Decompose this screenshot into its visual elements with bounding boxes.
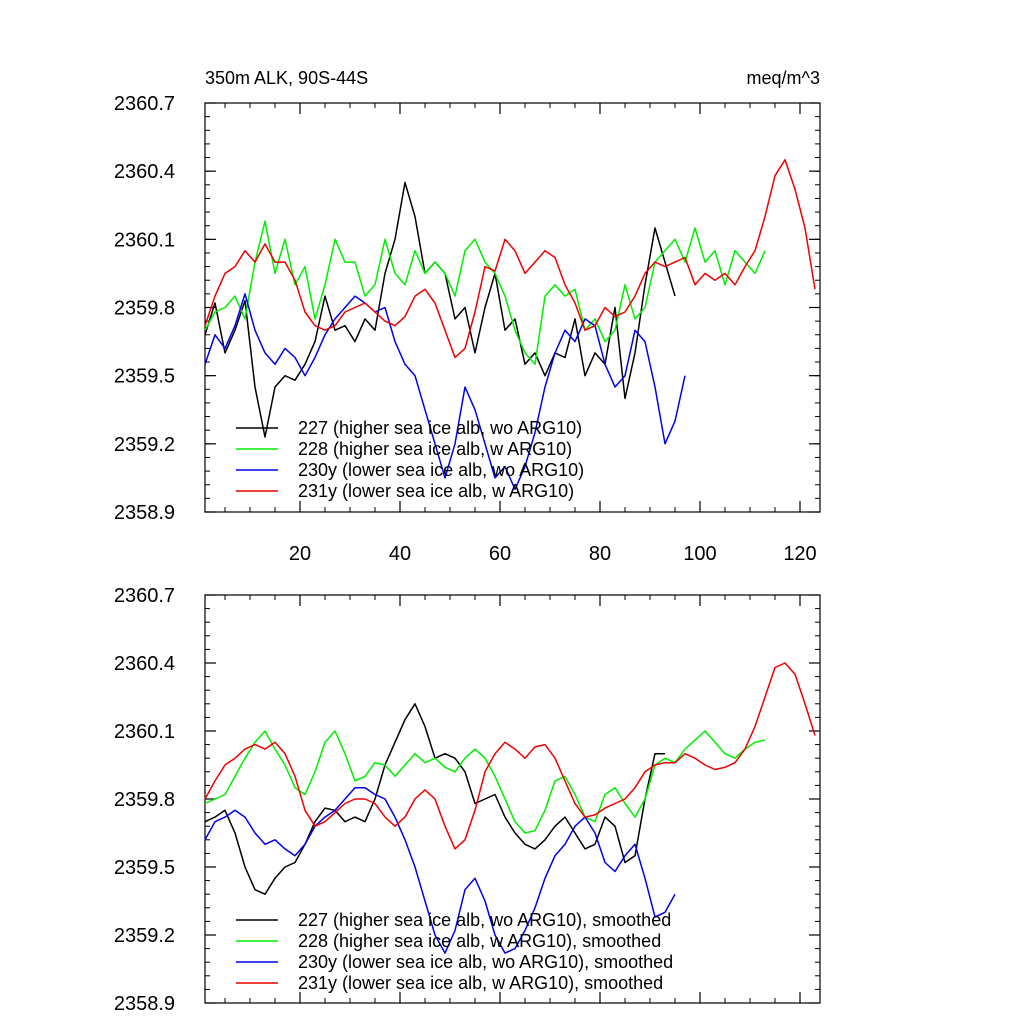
y-tick-label: 2360.1 xyxy=(114,721,175,743)
x-tick-label: 80 xyxy=(589,543,611,565)
y-tick-label: 2360.7 xyxy=(114,93,175,115)
y-tick-label: 2359.2 xyxy=(114,434,175,456)
legend-label: 228 (higher sea ice alb, w ARG10) xyxy=(298,439,572,459)
legend-label: 231y (lower sea ice alb, w ARG10), smoot… xyxy=(298,973,663,993)
series-line-230y xyxy=(204,293,686,491)
top-panel: 2358.9 2359.2 2359.5 2359.8 2360.1 2360.4 2360… xyxy=(114,68,821,565)
series-line-228 xyxy=(204,220,766,366)
legend-label: 230y (lower sea ice alb, wo ARG10), smoo… xyxy=(298,952,673,972)
x-tick-label: 40 xyxy=(389,543,411,565)
bottom-panel: 2358.9 2359.2 2359.5 2359.8 2360.1 2360.4 2360… xyxy=(114,585,821,1015)
series-line-230y xyxy=(204,786,676,954)
series-line-231y xyxy=(204,662,816,850)
y-tick-label: 2359.5 xyxy=(114,366,175,388)
y-tick-label: 2359.8 xyxy=(114,789,175,811)
series-line-231y xyxy=(204,159,816,359)
y-tick-label: 2359.8 xyxy=(114,298,175,320)
chart-title: 350m ALK, 90S-44S xyxy=(205,68,368,88)
y-tick-label: 2358.9 xyxy=(114,502,175,524)
y-tick-label: 2358.9 xyxy=(114,993,175,1015)
x-tick-label: 100 xyxy=(683,543,716,565)
legend-label: 230y (lower sea ice alb, wo ARG10) xyxy=(298,460,584,480)
chart-units: meq/m^3 xyxy=(747,68,820,88)
legend-label: 227 (higher sea ice alb, wo ARG10), smoo… xyxy=(298,910,671,930)
y-tick-label: 2360.4 xyxy=(114,653,175,675)
x-tick-label: 20 xyxy=(289,543,311,565)
legend-label: 231y (lower sea ice alb, w ARG10) xyxy=(298,481,574,501)
x-tick-label: 60 xyxy=(489,543,511,565)
legend-label: 228 (higher sea ice alb, w ARG10), smoot… xyxy=(298,931,661,951)
y-tick-label: 2359.5 xyxy=(114,857,175,879)
y-tick-label: 2360.7 xyxy=(114,585,175,607)
y-tick-label: 2360.1 xyxy=(114,229,175,251)
y-tick-label: 2359.2 xyxy=(114,925,175,947)
x-tick-label: 120 xyxy=(783,543,816,565)
y-tick-label: 2360.4 xyxy=(114,161,175,183)
series-line-228 xyxy=(204,730,766,834)
legend-label: 227 (higher sea ice alb, wo ARG10) xyxy=(298,418,582,438)
